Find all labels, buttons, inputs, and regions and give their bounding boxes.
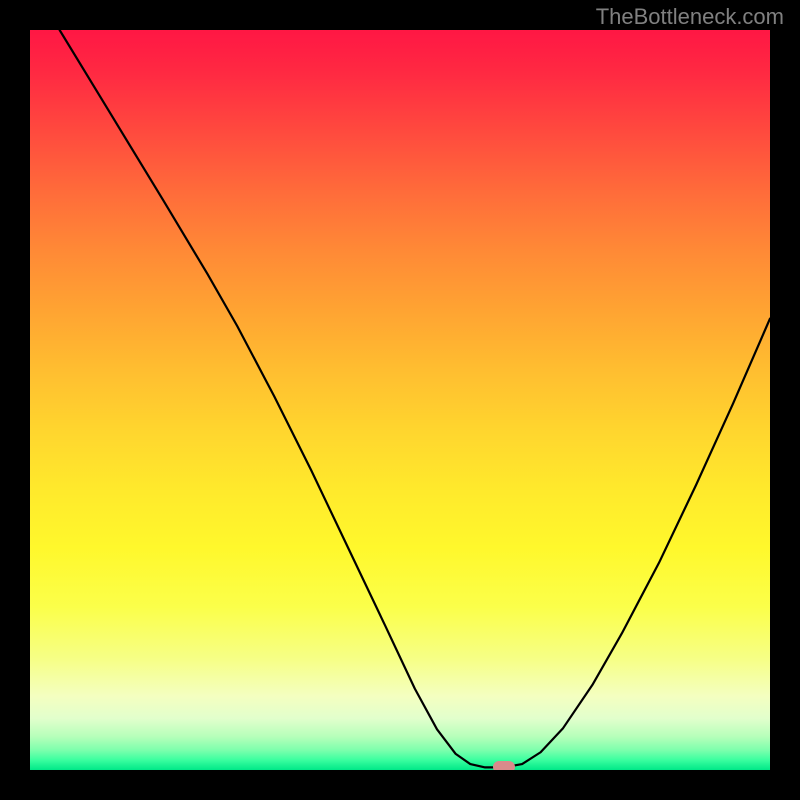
- optimal-point-marker: [493, 761, 515, 770]
- watermark-text: TheBottleneck.com: [596, 4, 784, 30]
- chart-curve-layer: [30, 30, 770, 770]
- bottleneck-curve: [60, 30, 770, 767]
- chart-plot-area: [30, 30, 770, 770]
